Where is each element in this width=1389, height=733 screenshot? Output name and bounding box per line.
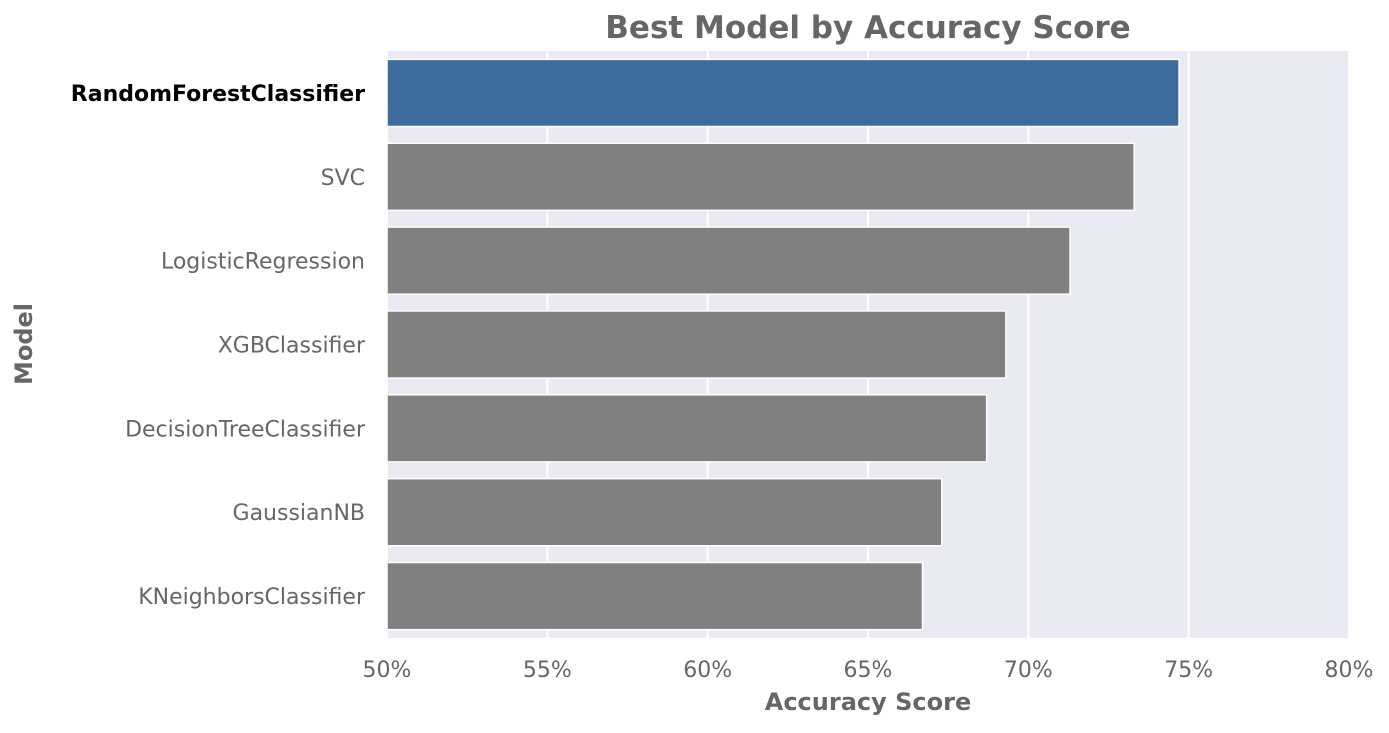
bars [386,58,1180,631]
y-tick-label: LogisticRegression [161,250,365,275]
bar-gaussiannb [386,477,943,547]
x-tick-label: 75% [1164,658,1213,683]
x-axis-label: Accuracy Score [765,688,971,716]
bar-kneighborsclassifier [386,561,924,631]
y-tick-label: GaussianNB [233,501,365,526]
y-tick-label: RandomForestClassifier [71,82,365,107]
x-tick-label: 65% [844,658,893,683]
bar-randomforestclassifier [386,58,1180,128]
y-tick-label: SVC [321,166,365,191]
y-axis-label: Model [10,303,38,385]
x-tick-label: 60% [683,658,732,683]
bar-xgbclassifier [386,310,1007,379]
bar-logisticregression [386,226,1071,295]
x-tick-label: 50% [363,658,412,683]
x-tick-label: 70% [1004,658,1053,683]
x-tick-label: 80% [1325,658,1374,683]
chart-title: Best Model by Accuracy Score [605,10,1130,46]
y-tick-label: KNeighborsClassifier [138,585,366,610]
bar-svc [386,142,1135,212]
x-tick-label: 55% [523,658,572,683]
bar-decisiontreeclassifier [386,394,988,463]
y-tick-label: XGBClassifier [218,334,366,359]
y-tick-label: DecisionTreeClassifier [125,417,366,442]
x-tick-labels: 50% 55% 60% 65% 70% 75% 80% [363,658,1374,683]
y-tick-labels: RandomForestClassifier SVC LogisticRegress… [71,82,366,610]
